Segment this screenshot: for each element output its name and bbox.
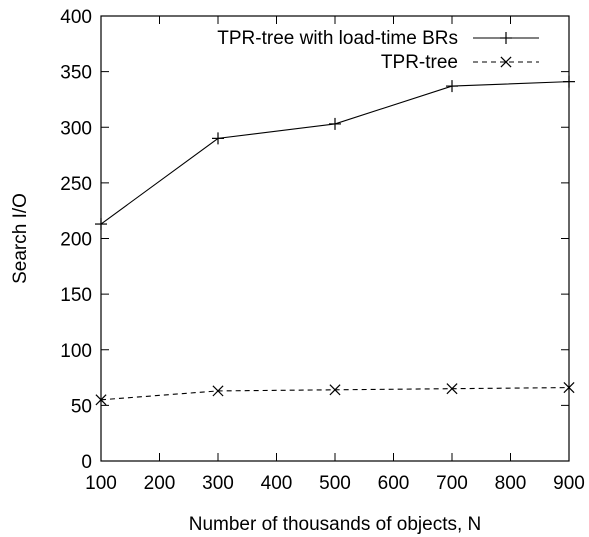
x-tick-label: 100 xyxy=(85,473,117,494)
data-point xyxy=(563,75,575,88)
legend-item-1: TPR-tree with load-time BRs xyxy=(217,28,539,49)
y-tick-label: 100 xyxy=(60,341,92,362)
x-tick-label: 200 xyxy=(144,473,176,494)
x-axis-title: Number of thousands of objects, N xyxy=(189,514,482,535)
x-tick-label: 600 xyxy=(378,473,410,494)
series-layer xyxy=(95,75,575,406)
data-point xyxy=(95,218,107,231)
data-point xyxy=(212,132,224,145)
y-axis-title: Search I/O xyxy=(10,193,31,284)
legend: TPR-tree with load-time BRs TPR-tree xyxy=(217,28,539,73)
cross-marker-b xyxy=(95,394,107,406)
series-2 xyxy=(95,382,575,406)
y-tick-label: 0 xyxy=(81,452,92,473)
x-tick-label: 800 xyxy=(495,473,527,494)
legend-label: TPR-tree with load-time BRs xyxy=(217,28,458,49)
cross-marker-b xyxy=(563,382,575,394)
data-point xyxy=(95,394,107,406)
cross-marker-b xyxy=(446,383,458,395)
x-tick-label: 400 xyxy=(261,473,293,494)
y-tick-label: 200 xyxy=(60,230,92,251)
data-point xyxy=(563,382,575,394)
y-tick-label: 350 xyxy=(60,63,92,84)
series-1 xyxy=(95,75,575,231)
cross-marker-b xyxy=(329,384,341,396)
cross-marker-b xyxy=(500,56,512,68)
y-tick-label: 150 xyxy=(60,285,92,306)
tick-labels: 100 200 300 400 500 600 700 800 900 0 50 100 150 200 2… xyxy=(60,7,585,494)
legend-label: TPR-tree xyxy=(381,52,458,73)
cross-marker-b xyxy=(212,385,224,397)
x-tick-label: 900 xyxy=(553,473,585,494)
x-tick-label: 700 xyxy=(436,473,468,494)
y-tick-label: 400 xyxy=(60,7,92,28)
series-line xyxy=(100,81,570,225)
data-point xyxy=(446,383,458,395)
data-point xyxy=(446,80,458,93)
axis-ticks xyxy=(100,15,570,462)
x-tick-label: 300 xyxy=(202,473,234,494)
y-tick-label: 250 xyxy=(60,174,92,195)
legend-item-2: TPR-tree xyxy=(381,52,539,73)
data-point xyxy=(212,385,224,397)
x-tick-label: 500 xyxy=(319,473,351,494)
data-point xyxy=(329,117,341,130)
data-point xyxy=(329,384,341,396)
plot-frame xyxy=(100,15,570,462)
y-tick-label: 300 xyxy=(60,118,92,139)
y-tick-label: 50 xyxy=(71,396,92,417)
